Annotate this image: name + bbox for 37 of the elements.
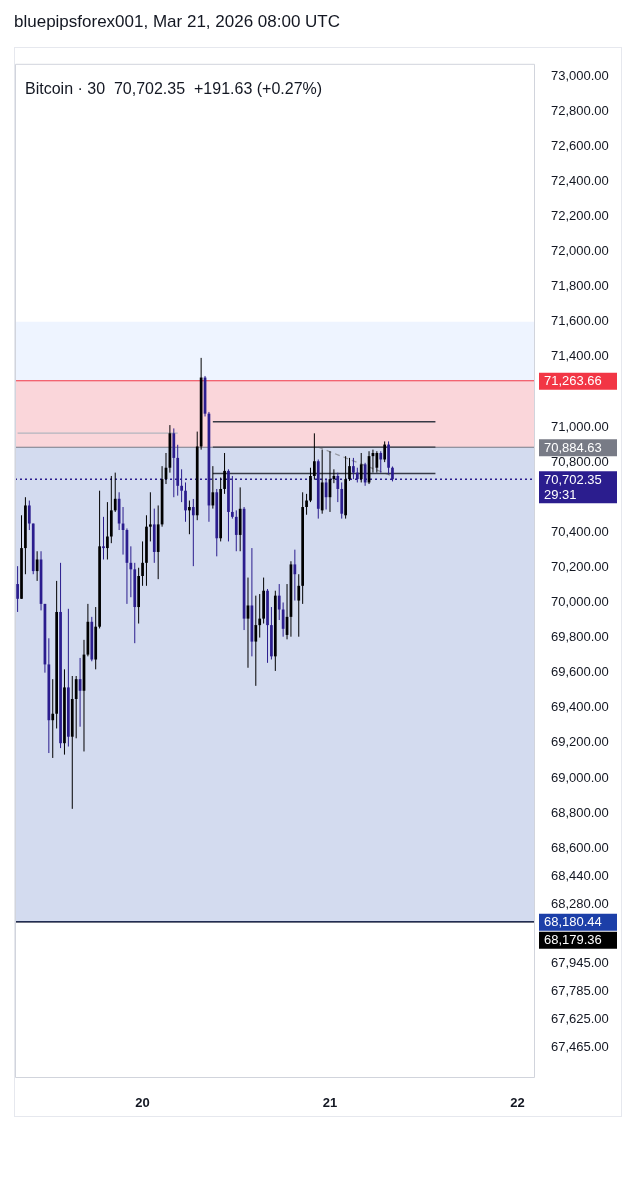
y-tick-label: 71,800.00 — [551, 278, 609, 294]
y-tick-label: 68,600.00 — [551, 839, 609, 855]
y-tick-label: 69,400.00 — [551, 699, 609, 715]
y-tick-label: 71,400.00 — [551, 348, 609, 364]
y-tick-label: 72,600.00 — [551, 137, 609, 153]
y-tick-label: 72,000.00 — [551, 243, 609, 259]
y-tick-label: 67,945.00 — [551, 954, 609, 970]
y-tick-label: 69,200.00 — [551, 734, 609, 750]
y-tick-label: 72,800.00 — [551, 102, 609, 118]
y-tick-label: 68,440.00 — [551, 867, 609, 883]
ref-line-label: 68,180.44 — [544, 914, 602, 930]
x-tick-label: 21 — [322, 1095, 338, 1111]
text: bluepipsforex001, Mar 21, 2026 08:00 UTC — [14, 11, 342, 33]
ref-line-label: 71,263.66 — [544, 373, 602, 389]
y-tick-label: 67,785.00 — [551, 982, 609, 998]
y-tick-label: 68,800.00 — [551, 804, 609, 820]
x-tick-label: 20 — [135, 1095, 150, 1111]
y-tick-label: 67,465.00 — [551, 1038, 609, 1054]
y-tick-label: 70,800.00 — [551, 453, 609, 469]
y-tick-label: 70,200.00 — [551, 558, 609, 574]
ref-line-label: 70,702.35 29:31 — [544, 471, 602, 502]
y-tick-label: 72,200.00 — [551, 208, 609, 224]
y-tick-label: 70,000.00 — [551, 594, 609, 610]
y-tick-label: 71,000.00 — [551, 418, 609, 434]
text: Bitcoin · 30 70,702.35 +191.63 (+0.27%) — [25, 80, 323, 98]
y-tick-label: 72,400.00 — [551, 172, 609, 188]
x-tick-label: 22 — [510, 1095, 525, 1111]
y-tick-label: 68,280.00 — [551, 895, 609, 911]
y-tick-label: 71,600.00 — [551, 313, 609, 329]
y-tick-label: 73,000.00 — [551, 67, 609, 83]
y-tick-label: 69,000.00 — [551, 769, 609, 785]
y-tick-label: 69,800.00 — [551, 629, 609, 645]
y-tick-label: 67,625.00 — [551, 1010, 609, 1026]
ref-line-label: 70,884.63 — [544, 439, 602, 455]
ref-line-label: 68,179.36 — [544, 932, 602, 948]
y-tick-label: 70,400.00 — [551, 523, 609, 539]
y-tick-label: 69,600.00 — [551, 664, 609, 680]
